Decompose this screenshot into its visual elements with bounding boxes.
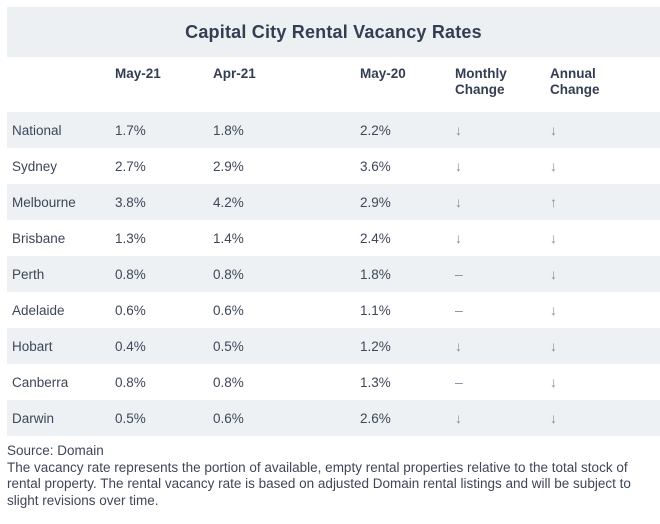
source-note: Source: Domain [7,443,104,458]
table-footer: Source: Domain The vacancy rate represen… [7,443,657,509]
value-may20: 3.6% [360,158,391,174]
column-header-annual-change: Annual Change [550,66,600,97]
annual-change-arrow-icon: ↓ [550,374,557,390]
monthly-change-arrow-icon: ↓ [455,122,462,138]
column-header-monthly-change: Monthly Change [455,66,507,97]
city-label: Melbourne [12,194,76,210]
value-may21: 0.4% [115,338,146,354]
value-apr21: 0.6% [213,410,244,426]
monthly-change-arrow-icon: ↓ [455,410,462,426]
value-apr21: 4.2% [213,194,244,210]
city-label: Adelaide [12,302,65,318]
table-body: National 1.7% 1.8% 2.2% ↓ ↓ Sydney 2.7% … [7,112,660,436]
value-may21: 3.8% [115,194,146,210]
value-may21: 0.5% [115,410,146,426]
monthly-change-arrow-icon: ↓ [455,338,462,354]
value-may20: 2.9% [360,194,391,210]
column-header-apr21: Apr-21 [213,66,256,81]
monthly-change-arrow-icon: ↓ [455,194,462,210]
monthly-change-flat-icon: – [455,374,463,390]
city-label: Sydney [12,158,58,174]
column-header-may21: May-21 [115,66,161,81]
value-apr21: 0.6% [213,302,244,318]
definition-note: The vacancy rate represents the portion … [7,459,631,508]
annual-change-arrow-icon: ↑ [550,194,557,210]
value-may21: 0.8% [115,266,146,282]
monthly-change-arrow-icon: ↓ [455,230,462,246]
value-may20: 1.2% [360,338,391,354]
annual-change-arrow-icon: ↓ [550,158,557,174]
table-row-darwin: Darwin 0.5% 0.6% 2.6% ↓ ↓ [7,400,660,436]
value-may21: 2.7% [115,158,146,174]
value-may20: 1.8% [360,266,391,282]
city-label: Canberra [12,374,69,390]
city-label: Perth [12,266,45,282]
city-label: Hobart [12,338,53,354]
value-may20: 2.6% [360,410,391,426]
value-may21: 0.6% [115,302,146,318]
annual-change-arrow-icon: ↓ [550,410,557,426]
value-may20: 1.1% [360,302,391,318]
value-apr21: 2.9% [213,158,244,174]
monthly-change-arrow-icon: ↓ [455,158,462,174]
annual-change-arrow-icon: ↓ [550,230,557,246]
table-row-hobart: Hobart 0.4% 0.5% 1.2% ↓ ↓ [7,328,660,364]
annual-change-arrow-icon: ↓ [550,122,557,138]
city-label: National [12,122,62,138]
table-row-melbourne: Melbourne 3.8% 4.2% 2.9% ↓ ↑ [7,184,660,220]
value-may20: 2.4% [360,230,391,246]
table-row-national: National 1.7% 1.8% 2.2% ↓ ↓ [7,112,660,148]
rental-vacancy-report: Capital City Rental Vacancy Rates May-21… [7,7,660,509]
table-row-sydney: Sydney 2.7% 2.9% 3.6% ↓ ↓ [7,148,660,184]
value-may20: 2.2% [360,122,391,138]
table-row-adelaide: Adelaide 0.6% 0.6% 1.1% – ↓ [7,292,660,328]
annual-change-arrow-icon: ↓ [550,302,557,318]
annual-change-arrow-icon: ↓ [550,338,557,354]
monthly-change-flat-icon: – [455,302,463,318]
city-label: Brisbane [12,230,66,246]
annual-change-arrow-icon: ↓ [550,266,557,282]
monthly-change-flat-icon: – [455,266,463,282]
value-may20: 1.3% [360,374,391,390]
value-apr21: 0.5% [213,338,244,354]
city-label: Darwin [12,410,55,426]
title-bar: Capital City Rental Vacancy Rates [7,7,660,57]
vacancy-table: May-21 Apr-21 May-20 Monthly Change Annu… [7,57,660,436]
column-header-may20: May-20 [360,66,406,81]
value-apr21: 1.8% [213,122,244,138]
value-apr21: 0.8% [213,374,244,390]
value-apr21: 0.8% [213,266,244,282]
table-row-brisbane: Brisbane 1.3% 1.4% 2.4% ↓ ↓ [7,220,660,256]
table-row-canberra: Canberra 0.8% 0.8% 1.3% – ↓ [7,364,660,400]
page-title: Capital City Rental Vacancy Rates [185,21,482,42]
table-header-row: May-21 Apr-21 May-20 Monthly Change Annu… [7,57,660,112]
value-apr21: 1.4% [213,230,244,246]
table-row-perth: Perth 0.8% 0.8% 1.8% – ↓ [7,256,660,292]
value-may21: 1.7% [115,122,146,138]
value-may21: 1.3% [115,230,146,246]
value-may21: 0.8% [115,374,146,390]
